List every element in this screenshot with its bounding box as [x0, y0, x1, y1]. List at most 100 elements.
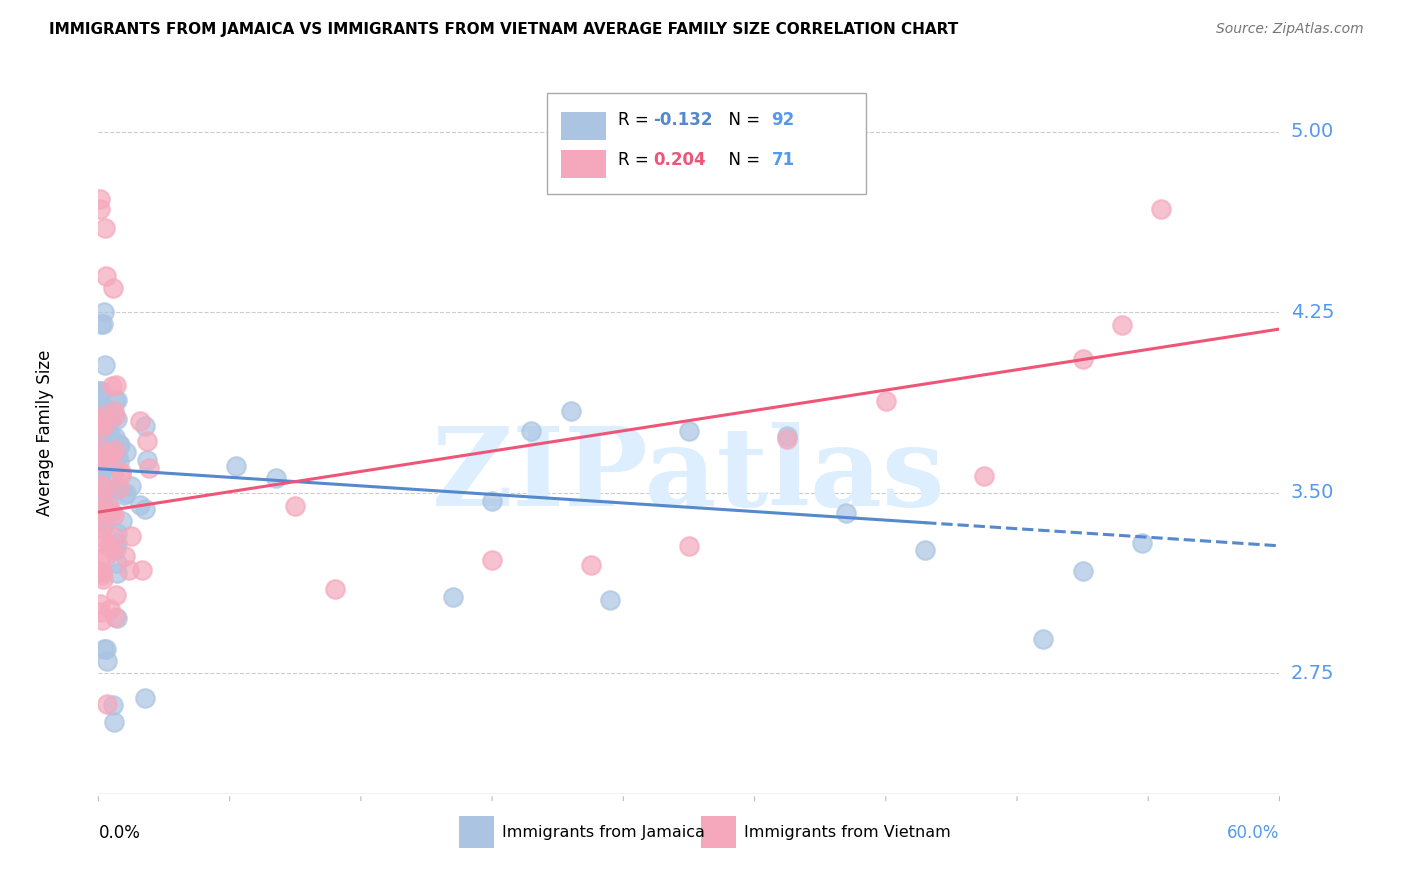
Point: [93, 439, 115, 453]
Point: [138, 460, 160, 475]
Point: [89, 597, 111, 611]
Point: [94, 413, 117, 427]
Point: [93, 428, 115, 442]
Point: [89, 552, 111, 566]
Point: [97, 446, 120, 460]
Point: [103, 466, 125, 480]
Point: [105, 482, 128, 496]
Point: [91, 572, 114, 586]
Text: Average Family Size: Average Family Size: [37, 350, 55, 516]
Point: [776, 432, 799, 446]
Point: [105, 481, 128, 495]
Point: [93, 480, 115, 494]
FancyBboxPatch shape: [700, 815, 737, 848]
Point: [91, 503, 114, 517]
Point: [97, 539, 120, 553]
Point: [135, 453, 157, 467]
Point: [103, 404, 125, 418]
Point: [104, 429, 127, 443]
Point: [136, 434, 159, 449]
Point: [114, 485, 136, 500]
Point: [104, 409, 127, 423]
Point: [128, 498, 150, 512]
Point: [89, 566, 111, 580]
Point: [89, 425, 111, 440]
Point: [1032, 632, 1054, 646]
Point: [101, 698, 124, 712]
Point: [101, 378, 124, 392]
Point: [93, 406, 115, 420]
Point: [835, 506, 858, 520]
Point: [94, 358, 117, 372]
Point: [110, 465, 132, 479]
Point: [89, 409, 111, 424]
Point: [94, 221, 117, 235]
Point: [91, 491, 114, 505]
Point: [98, 426, 121, 441]
FancyBboxPatch shape: [458, 815, 494, 848]
Point: [93, 411, 115, 425]
Point: [91, 568, 114, 582]
Point: [90, 455, 112, 469]
FancyBboxPatch shape: [561, 112, 606, 140]
Point: [89, 202, 111, 216]
Point: [94, 642, 117, 657]
Point: [108, 436, 131, 450]
Point: [98, 414, 121, 428]
Point: [1130, 536, 1153, 550]
Text: R =: R =: [619, 112, 654, 129]
Point: [1150, 202, 1173, 216]
Point: [104, 442, 127, 457]
Text: ZIPatlas: ZIPatlas: [432, 423, 946, 530]
Point: [678, 539, 700, 553]
Point: [96, 269, 118, 284]
Point: [98, 602, 121, 616]
Point: [100, 411, 122, 425]
Text: 92: 92: [772, 112, 794, 129]
Point: [121, 478, 143, 492]
Text: Immigrants from Jamaica: Immigrants from Jamaica: [502, 825, 706, 839]
Point: [94, 458, 117, 473]
Point: [93, 417, 115, 432]
Point: [90, 566, 112, 580]
Point: [97, 428, 120, 442]
Point: [91, 430, 114, 444]
Point: [93, 517, 115, 532]
FancyBboxPatch shape: [547, 93, 866, 194]
Text: IMMIGRANTS FROM JAMAICA VS IMMIGRANTS FROM VIETNAM AVERAGE FAMILY SIZE CORRELATI: IMMIGRANTS FROM JAMAICA VS IMMIGRANTS FR…: [49, 22, 959, 37]
Point: [105, 541, 128, 556]
Point: [104, 610, 127, 624]
Point: [93, 642, 115, 657]
Point: [120, 529, 142, 543]
Text: 0.0%: 0.0%: [98, 824, 141, 842]
Point: [91, 317, 114, 331]
Point: [98, 502, 121, 516]
Point: [481, 553, 503, 567]
Text: N =: N =: [718, 151, 766, 169]
Point: [118, 563, 141, 577]
Point: [93, 537, 115, 551]
Point: [89, 469, 111, 483]
Point: [441, 591, 464, 605]
Point: [103, 530, 125, 544]
Point: [90, 405, 112, 419]
Point: [89, 605, 111, 619]
Text: -0.132: -0.132: [654, 112, 713, 129]
Point: [90, 386, 112, 401]
Point: [93, 401, 115, 416]
Point: [90, 421, 112, 435]
Point: [114, 549, 136, 564]
Point: [105, 611, 128, 625]
Text: 5.00: 5.00: [1291, 122, 1334, 141]
Text: 71: 71: [772, 151, 794, 169]
Point: [105, 556, 128, 570]
Point: [89, 503, 111, 517]
Point: [520, 424, 543, 438]
Point: [101, 541, 124, 556]
Point: [89, 454, 111, 468]
Point: [89, 507, 111, 521]
Point: [875, 393, 897, 408]
Point: [89, 435, 111, 450]
Point: [89, 384, 111, 399]
Point: [103, 508, 125, 522]
